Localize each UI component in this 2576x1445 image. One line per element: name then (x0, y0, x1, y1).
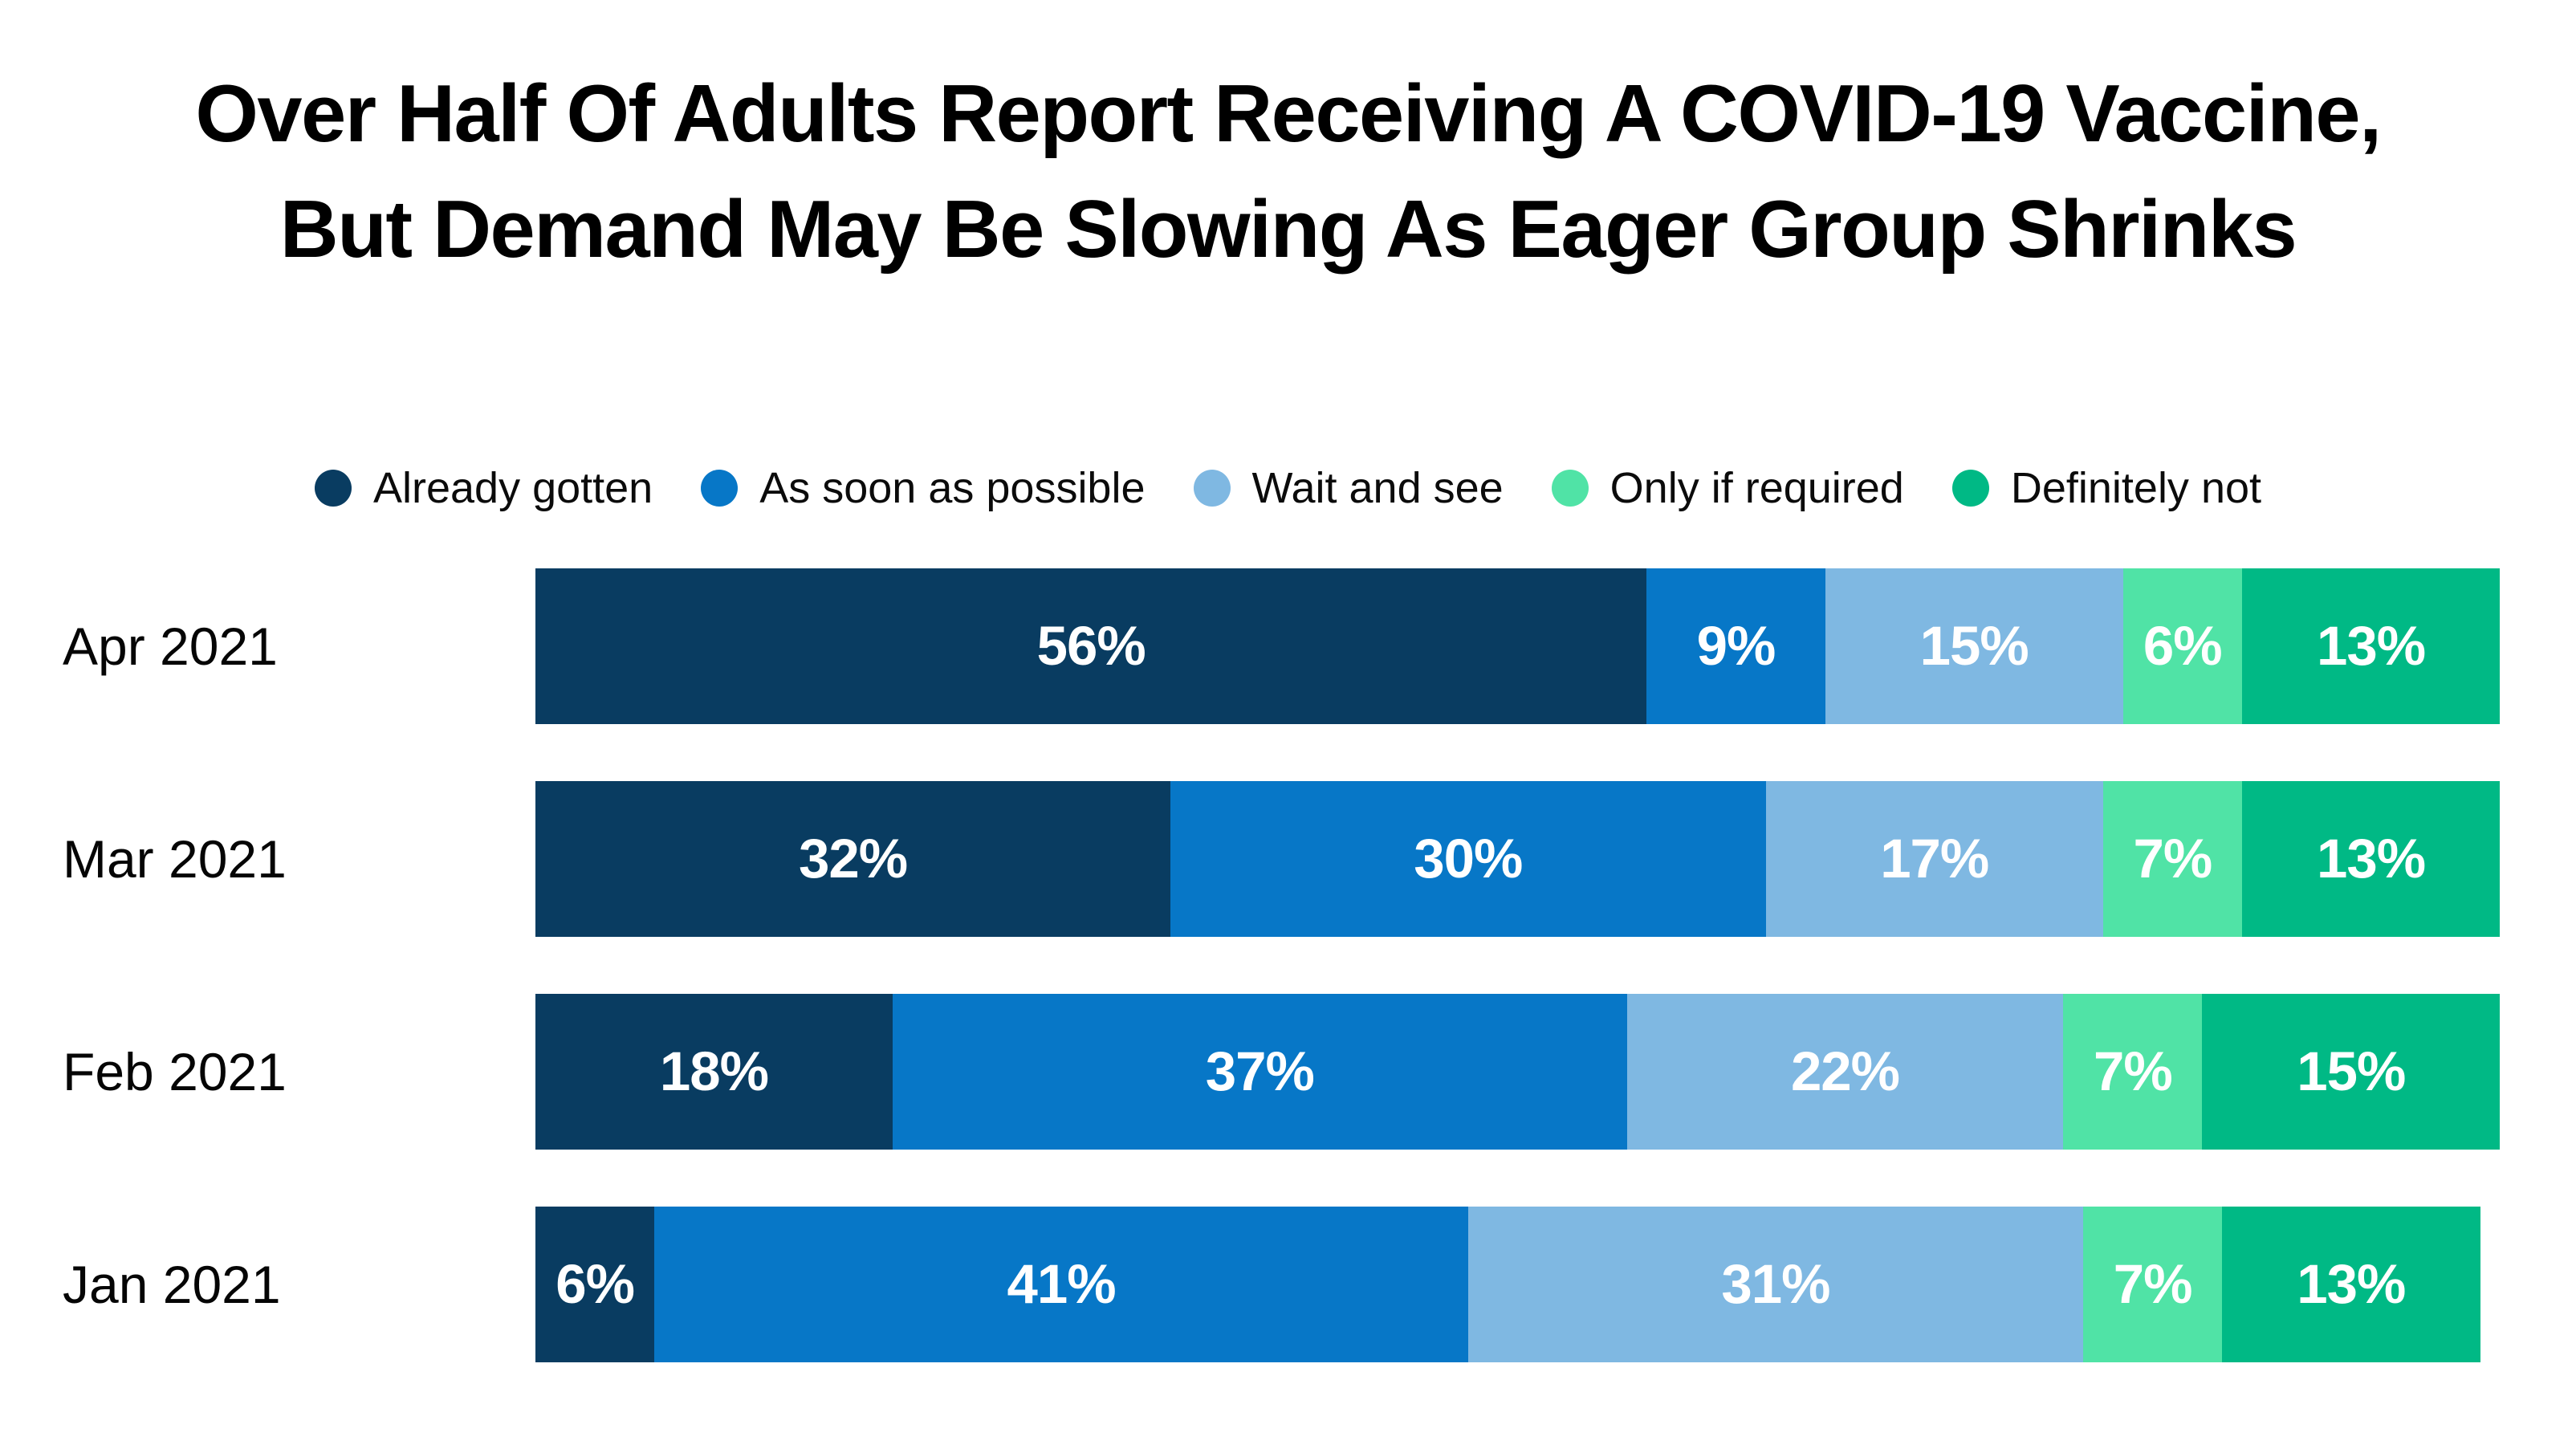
category-axis-label: Feb 2021 (63, 1041, 287, 1101)
category-axis-label: Jan 2021 (63, 1254, 281, 1314)
bar-segment-value-label: 15% (2297, 1040, 2406, 1103)
bar-segment: 37% (892, 993, 1627, 1150)
bar-segment: 56% (535, 568, 1647, 724)
bar-segment: 17% (1765, 780, 2103, 937)
stacked-bar: 6% 41% 31% 7% 13% (535, 1206, 2520, 1362)
bar-segment-value-label: 37% (1205, 1040, 1315, 1103)
legend-item-label: Wait and see (1251, 463, 1504, 512)
bar-segment-value-label: 7% (2113, 1253, 2193, 1316)
bar-segment: 32% (535, 780, 1171, 937)
bar-segment: 13% (2222, 1206, 2480, 1362)
bar-segment-value-label: 6% (2143, 615, 2223, 678)
chart-title-line-1: Over Half Of Adults Report Receiving A C… (195, 69, 2382, 159)
chart-row: Jan 2021 6% 41% 31% 7% 13% (63, 1206, 2520, 1362)
legend-item-label: Already gotten (372, 463, 653, 512)
legend-item: Definitely not (1951, 463, 2262, 513)
legend-swatch-icon (314, 469, 352, 507)
bar-segment-value-label: 31% (1721, 1253, 1830, 1316)
bar-segment: 22% (1626, 993, 2064, 1150)
legend-item: Only if required (1551, 463, 1904, 513)
bar-segment: 7% (2063, 993, 2203, 1150)
chart-title: Over Half Of Adults Report Receiving A C… (0, 0, 2576, 288)
legend-item-label: As soon as possible (759, 463, 1146, 512)
chart-row: Mar 2021 32% 30% 17% 7% 13% (63, 780, 2520, 937)
bar-segment: 30% (1170, 780, 1766, 937)
legend-swatch-icon (1193, 469, 1231, 507)
legend-item: Already gotten (314, 463, 653, 513)
bar-segment: 13% (2241, 780, 2501, 937)
bar-segment-value-label: 18% (659, 1040, 769, 1103)
bar-segment: 6% (2122, 568, 2242, 724)
category-axis-label: Apr 2021 (63, 616, 278, 676)
bar-segment-value-label: 13% (2297, 1253, 2406, 1316)
bar-segment: 31% (1467, 1206, 2084, 1362)
bar-segment-value-label: 15% (1919, 615, 2029, 678)
bar-segment-value-label: 7% (2133, 828, 2213, 890)
chart-row: Apr 2021 56% 9% 15% 6% 13% (63, 568, 2520, 724)
bar-segment: 18% (535, 993, 893, 1150)
bar-segment: 7% (2102, 780, 2242, 937)
bar-segment-value-label: 13% (2317, 615, 2426, 678)
bar-segment-value-label: 6% (555, 1253, 635, 1316)
legend: Already gotten As soon as possible Wait … (0, 459, 2576, 517)
bar-segment: 6% (535, 1206, 655, 1362)
legend-item-label: Only if required (1609, 463, 1904, 512)
bar-segment-value-label: 9% (1696, 615, 1776, 678)
bar-segment-value-label: 17% (1880, 828, 1989, 890)
legend-swatch-icon (1551, 469, 1589, 507)
bar-segment-value-label: 7% (2094, 1040, 2173, 1103)
stacked-bar: 32% 30% 17% 7% 13% (535, 780, 2520, 937)
bar-segment-value-label: 56% (1036, 615, 1146, 678)
bar-segment: 41% (654, 1206, 1468, 1362)
bar-segment: 13% (2241, 568, 2501, 724)
chart-row: Feb 2021 18% 37% 22% 7% 15% (63, 993, 2520, 1150)
bar-segment: 15% (2202, 993, 2501, 1150)
bar-segment-value-label: 13% (2317, 828, 2426, 890)
bar-segment: 15% (1825, 568, 2123, 724)
bar-segment: 7% (2083, 1206, 2223, 1362)
legend-swatch-icon (1951, 469, 1989, 507)
stacked-bar-chart: Apr 2021 56% 9% 15% 6% 13% Mar 2021 32% … (0, 568, 2576, 1362)
legend-swatch-icon (701, 469, 739, 507)
legend-item-label: Definitely not (2010, 463, 2262, 512)
chart-title-line-2: But Demand May Be Slowing As Eager Group… (279, 185, 2297, 275)
stacked-bar: 56% 9% 15% 6% 13% (535, 568, 2520, 724)
bar-segment-value-label: 32% (798, 828, 908, 890)
bar-segment-value-label: 41% (1007, 1253, 1117, 1316)
category-axis-label: Mar 2021 (63, 828, 287, 889)
bar-segment-value-label: 30% (1414, 828, 1523, 890)
bar-segment-value-label: 22% (1790, 1040, 1900, 1103)
stacked-bar: 18% 37% 22% 7% 15% (535, 993, 2520, 1150)
bar-segment: 9% (1646, 568, 1825, 724)
legend-item: Wait and see (1193, 463, 1504, 513)
legend-item: As soon as possible (701, 463, 1146, 513)
